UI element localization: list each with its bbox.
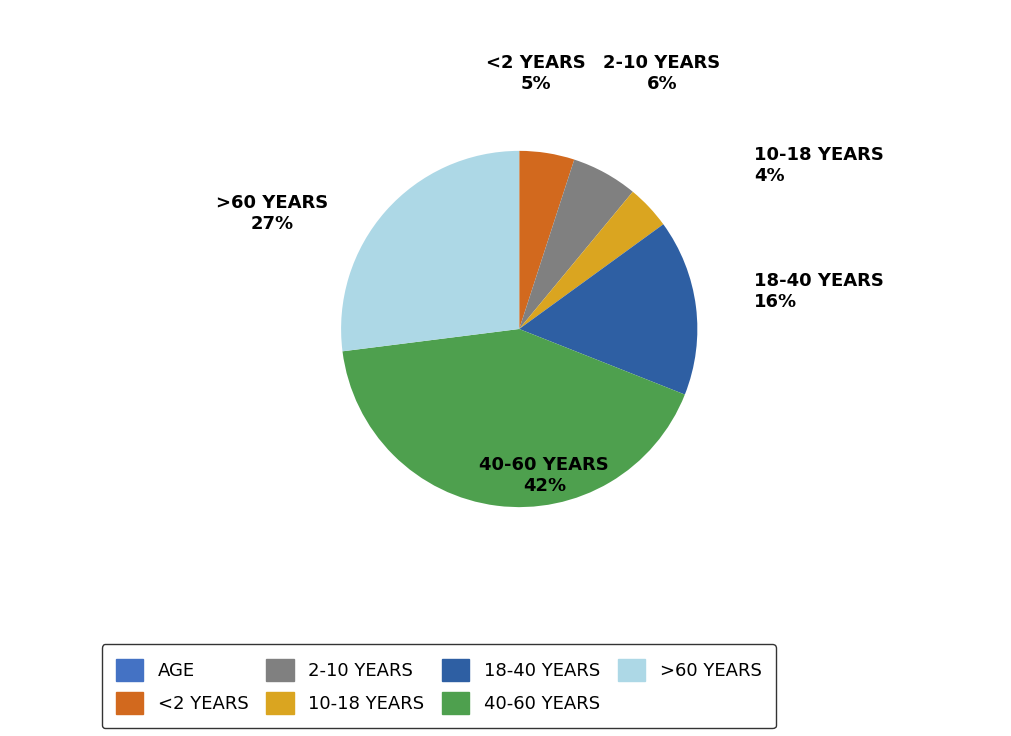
Text: 18-40 YEARS
16%: 18-40 YEARS 16%: [754, 272, 884, 311]
Text: 10-18 YEARS
4%: 10-18 YEARS 4%: [754, 146, 884, 185]
Text: 40-60 YEARS
42%: 40-60 YEARS 42%: [479, 456, 610, 495]
Wedge shape: [520, 192, 663, 329]
Legend: AGE, <2 YEARS, 2-10 YEARS, 10-18 YEARS, 18-40 YEARS, 40-60 YEARS, >60 YEARS: AGE, <2 YEARS, 2-10 YEARS, 10-18 YEARS, …: [102, 645, 775, 728]
Text: 2-10 YEARS
6%: 2-10 YEARS 6%: [604, 54, 721, 93]
Wedge shape: [520, 151, 574, 329]
Text: <2 YEARS
5%: <2 YEARS 5%: [486, 54, 585, 93]
Wedge shape: [520, 224, 698, 394]
Wedge shape: [520, 160, 633, 329]
Wedge shape: [341, 151, 520, 351]
Wedge shape: [343, 329, 684, 507]
Text: >60 YEARS
27%: >60 YEARS 27%: [215, 194, 328, 233]
